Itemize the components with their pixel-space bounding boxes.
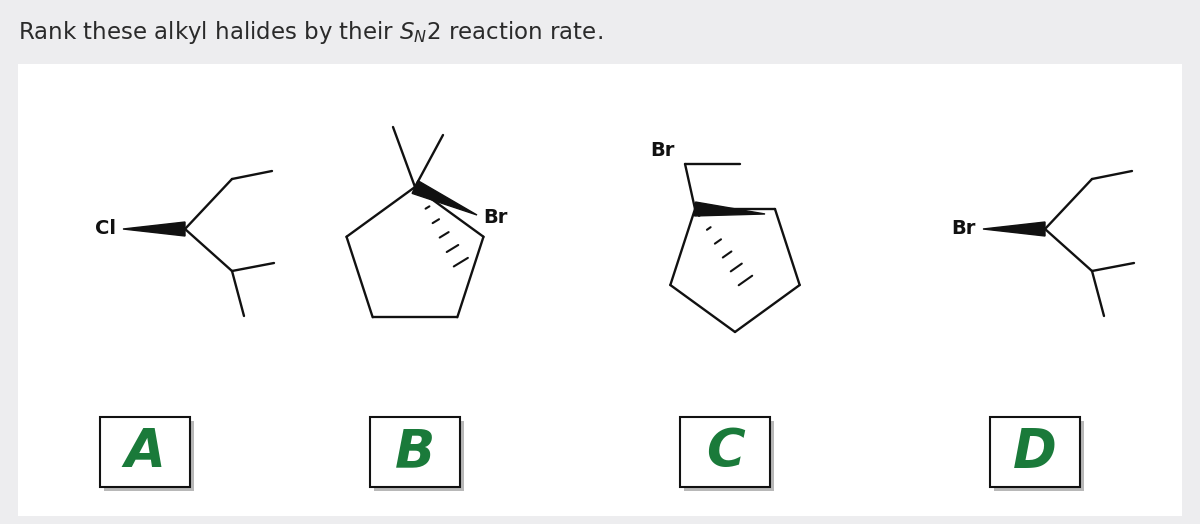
Text: Cl: Cl [95,220,116,238]
Polygon shape [124,222,185,236]
Text: B: B [395,426,436,478]
FancyBboxPatch shape [990,417,1080,487]
Text: Br: Br [650,141,676,160]
Text: Br: Br [952,220,976,238]
Polygon shape [412,181,478,215]
Polygon shape [983,222,1045,236]
FancyBboxPatch shape [100,417,190,487]
Text: C: C [706,426,744,478]
FancyBboxPatch shape [680,417,770,487]
FancyBboxPatch shape [370,417,460,487]
FancyBboxPatch shape [994,421,1084,491]
FancyBboxPatch shape [104,421,194,491]
Text: D: D [1013,426,1057,478]
FancyBboxPatch shape [684,421,774,491]
Text: Br: Br [482,208,508,226]
Polygon shape [695,202,766,216]
FancyBboxPatch shape [18,64,1182,516]
Text: Rank these alkyl halides by their $S_N$2 reaction rate.: Rank these alkyl halides by their $S_N$2… [18,19,602,46]
Text: A: A [125,426,166,478]
FancyBboxPatch shape [374,421,464,491]
